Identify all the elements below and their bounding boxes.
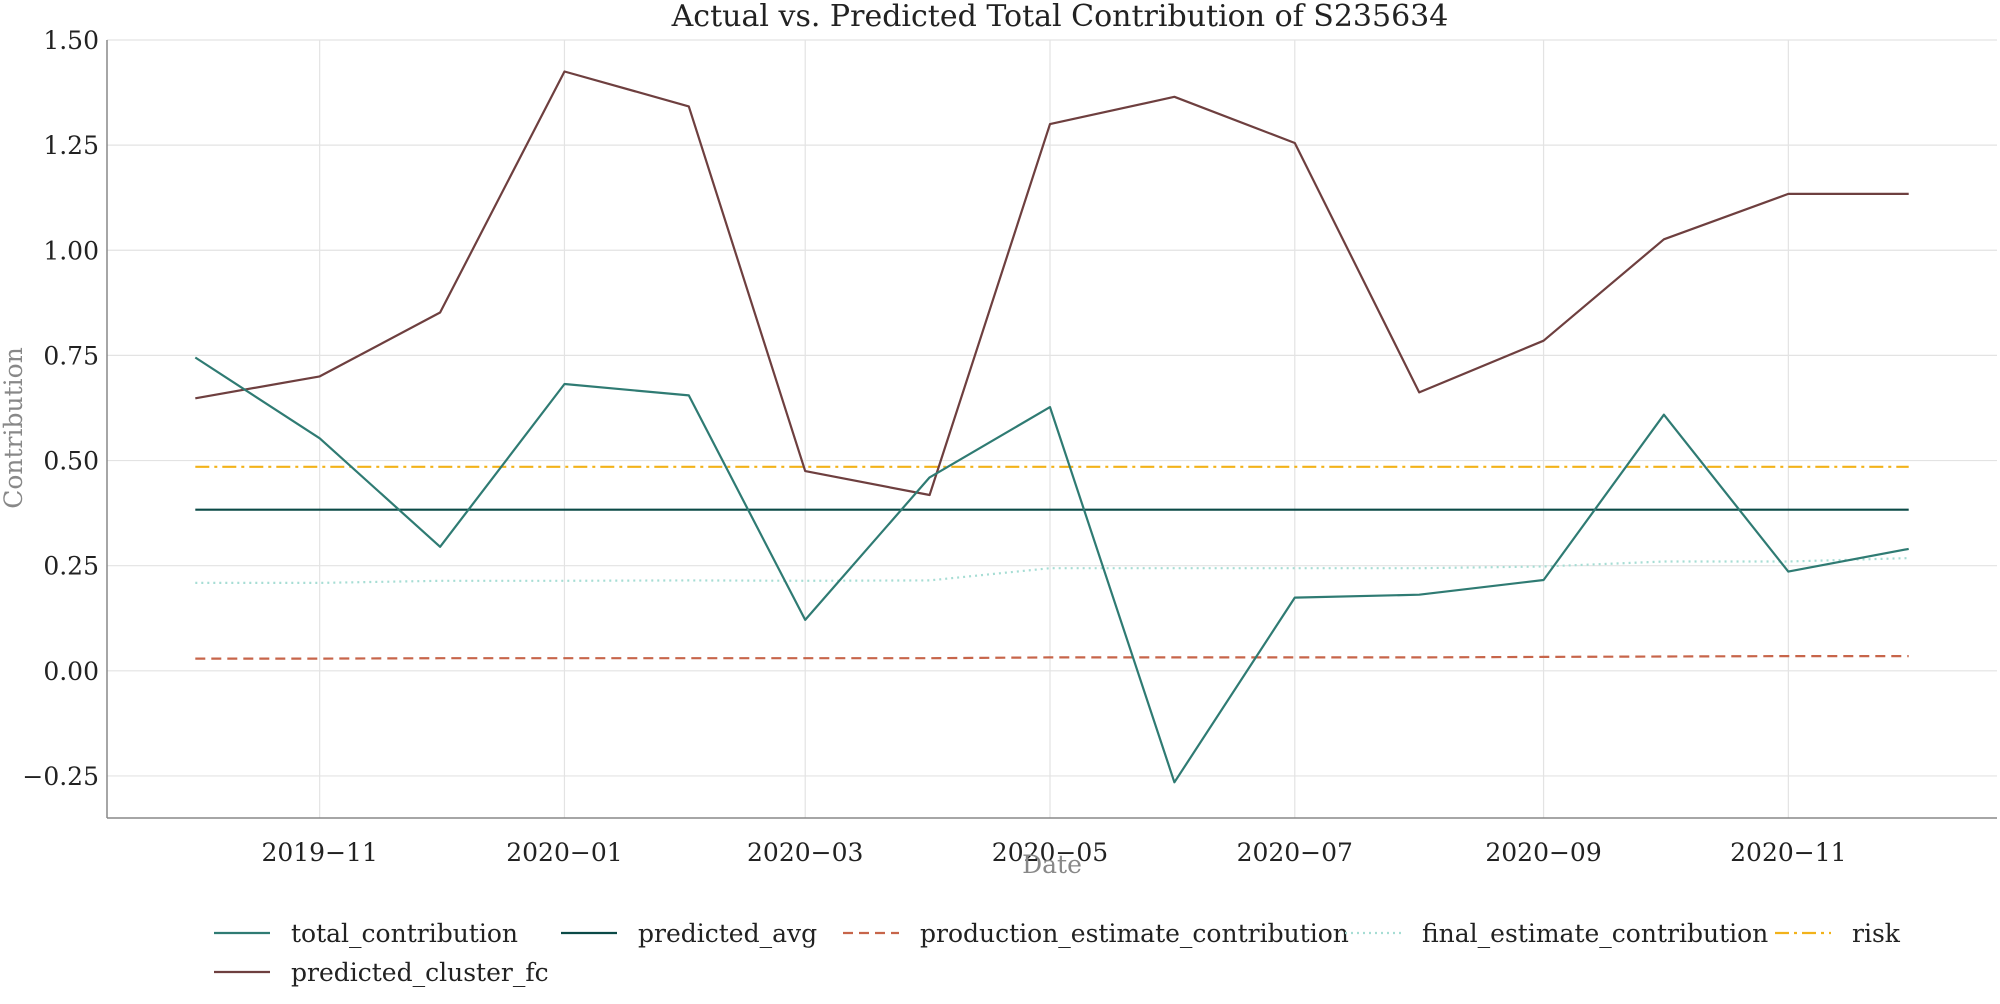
legend-label: risk — [1852, 919, 1901, 948]
y-tick-label: 1.50 — [43, 26, 99, 55]
series-line-total_contribution — [194, 356, 1909, 784]
x-tick-label: 2019−11 — [261, 838, 377, 867]
y-tick-label: 1.25 — [43, 131, 99, 160]
plot-area — [194, 70, 1909, 784]
legend-label: final_estimate_contribution — [1422, 919, 1768, 948]
x-tick-label: 2020−11 — [1730, 838, 1846, 867]
y-axis-label: Contribution — [0, 347, 28, 509]
x-axis-label: Date — [1022, 850, 1082, 879]
y-tick-label: 0.50 — [43, 447, 99, 476]
legend-item-final_estimate_contribution: final_estimate_contribution — [1345, 919, 1768, 948]
legend-item-production_estimate_contribution: production_estimate_contribution — [843, 919, 1349, 948]
x-tick-label: 2020−05 — [992, 838, 1108, 867]
x-tick-label: 2020−03 — [747, 838, 863, 867]
y-tick-label: 0.75 — [43, 341, 99, 370]
legend-item-risk: risk — [1775, 919, 1901, 948]
y-tick-label: −0.25 — [22, 762, 99, 791]
axes: 1.50 1.25 1.00 0.75 0.50 0.25 0.00 −0.25 2019−11… — [22, 26, 1997, 867]
legend-item-predicted_avg: predicted_avg — [561, 919, 817, 948]
legend-label: predicted_cluster_fc — [291, 958, 549, 987]
series-line-predicted_cluster_fc — [195, 70, 1909, 497]
grid — [107, 39, 1997, 818]
legend-item-total_contribution: total_contribution — [214, 919, 518, 948]
series-line-production_estimate_contribution — [195, 654, 1909, 660]
legend-label: production_estimate_contribution — [920, 919, 1349, 948]
x-tick-label: 2020−09 — [1485, 838, 1601, 867]
series-line-final_estimate_contribution — [195, 557, 1909, 585]
legend-item-predicted_cluster_fc: predicted_cluster_fc — [214, 958, 549, 987]
y-tick-label: 0.25 — [43, 552, 99, 581]
legend-label: total_contribution — [291, 919, 518, 948]
y-tick-label: 0.00 — [43, 657, 99, 686]
x-tick-label: 2020−01 — [506, 838, 622, 867]
legend: total_contribution predicted_avg productio… — [214, 919, 1901, 987]
x-tick-label: 2020−07 — [1237, 838, 1353, 867]
chart-title: Actual vs. Predicted Total Contribution … — [671, 0, 1449, 34]
y-tick-label: 1.00 — [43, 236, 99, 265]
legend-label: predicted_avg — [638, 919, 817, 948]
